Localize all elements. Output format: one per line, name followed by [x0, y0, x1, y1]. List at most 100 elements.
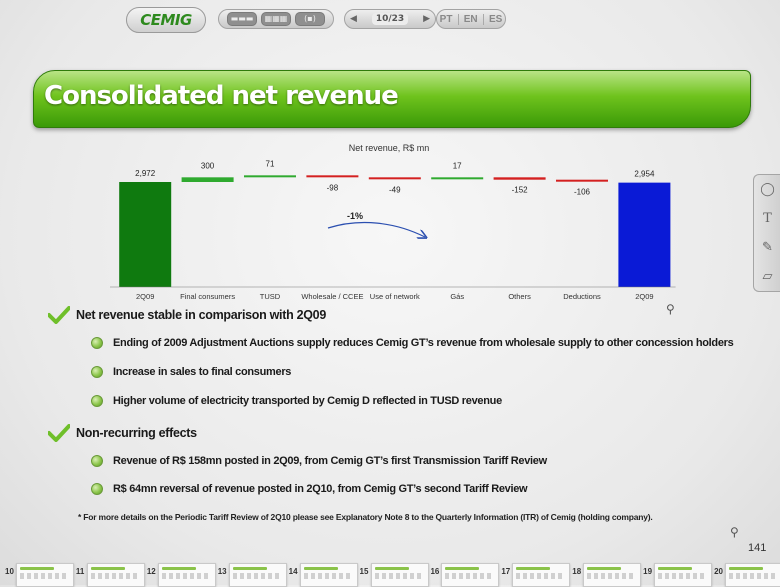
language-en[interactable]: EN — [457, 13, 478, 25]
bar-2q09-0 — [119, 182, 172, 287]
x-tick-label: Wholesale / CCEE — [301, 292, 363, 301]
bullet-sub: Increase in sales to final consumers — [91, 366, 291, 378]
thumbnail-number: 18 — [572, 567, 582, 576]
x-tick-label: 2Q09 — [635, 292, 653, 301]
view-grid-button[interactable]: ▦▦▦ — [261, 12, 291, 26]
thumbnail-slide[interactable]: 16 — [425, 560, 500, 587]
zoom-page-icon[interactable]: ⚲ — [730, 525, 739, 539]
thumbnail-number: 11 — [75, 567, 85, 576]
thumbnail-slide[interactable]: 10 — [0, 560, 74, 587]
language-selector: PT EN ES — [436, 9, 506, 29]
checkmark-icon — [48, 306, 70, 324]
thumbnail-number: 13 — [217, 567, 227, 576]
page-title: Consolidated net revenue — [44, 81, 399, 111]
thumbnail-number: 20 — [714, 567, 723, 576]
language-es[interactable]: ES — [482, 13, 502, 25]
bullet-dot-icon — [91, 395, 103, 407]
cemig-logo-button[interactable]: CEMIG — [126, 7, 206, 33]
thumbnail-preview — [370, 563, 429, 587]
bar-others-6 — [493, 177, 546, 180]
bullet-sub-text: Revenue of R$ 158mn posted in 2Q09, from… — [113, 455, 547, 467]
thumbnail-number: 14 — [288, 567, 298, 576]
thumbnail-slide[interactable]: 20 — [709, 560, 780, 587]
thumbnail-slide[interactable]: 18 — [567, 560, 642, 587]
thumbnail-slide[interactable]: 13 — [213, 560, 287, 587]
bar-value-label: -98 — [327, 183, 339, 192]
thumbnail-preview — [512, 563, 571, 587]
thumbnail-slide[interactable]: 15 — [355, 560, 429, 587]
eraser-icon[interactable]: ▱ — [762, 269, 773, 284]
thumbnail-preview — [157, 563, 216, 587]
page-indicator[interactable]: 10/23 — [371, 13, 409, 25]
bar-g-s-5 — [431, 177, 484, 180]
thumbnail-number: 16 — [430, 567, 440, 576]
bullet-sub: Higher volume of electricity transported… — [91, 395, 502, 407]
thumbnail-preview — [725, 563, 780, 587]
x-tick-label: TUSD — [260, 292, 281, 301]
zoom-chart-icon[interactable]: ⚲ — [666, 302, 675, 316]
bar-value-label: 2,972 — [135, 169, 156, 178]
thumbnail-number: 15 — [359, 567, 369, 576]
thumbnail-slide[interactable]: 14 — [284, 560, 358, 587]
thumbnail-slide[interactable]: 11 — [71, 560, 145, 587]
x-tick-label: Deductions — [563, 292, 601, 301]
net-revenue-chart: Net revenue, R$ mn 2,972 2Q09 300 Final con… — [110, 143, 676, 301]
chart-title: Net revenue, R$ mn — [349, 143, 430, 153]
text-icon[interactable]: T — [763, 211, 772, 226]
logo-text: CEMIG — [140, 11, 192, 29]
bar-value-label: 300 — [201, 161, 215, 170]
x-tick-label: Final consumers — [180, 292, 235, 301]
bullet-dot-icon — [91, 455, 103, 467]
bullet-sub-text: Ending of 2009 Adjustment Auctions suppl… — [113, 337, 734, 349]
bullet-sub-text: Higher volume of electricity transported… — [113, 395, 502, 407]
thumbnail-number: 12 — [146, 567, 156, 576]
bullet-sub: Ending of 2009 Adjustment Auctions suppl… — [91, 337, 734, 349]
page-number: 141 — [748, 542, 767, 554]
bullet-dot-icon — [91, 366, 103, 378]
bar-value-label: 71 — [266, 159, 275, 168]
thumbnail-number: 17 — [501, 567, 511, 576]
bar-2q09-8 — [618, 182, 671, 287]
view-single-button[interactable]: (▪) — [295, 12, 325, 26]
language-pt[interactable]: PT — [439, 13, 453, 25]
x-tick-label: Use of network — [370, 292, 420, 301]
thumbnail-slide[interactable]: 19 — [638, 560, 713, 587]
bar-value-label: 17 — [453, 161, 462, 170]
thumbnail-preview — [16, 563, 74, 587]
bar-final-consumers-1 — [181, 177, 234, 182]
annotation-tools: ◯ T ✎ ▱ — [753, 174, 780, 292]
view-list-button[interactable]: ▬▬▬ — [227, 12, 257, 26]
thumbnail-slide[interactable]: 12 — [142, 560, 216, 587]
bullet-sub: Revenue of R$ 158mn posted in 2Q09, from… — [91, 455, 547, 467]
bar-value-label: -49 — [389, 185, 401, 194]
bullet-sub-text: R$ 64mn reversal of revenue posted in 2Q… — [113, 483, 528, 495]
footnote: * For more details on the Periodic Tarif… — [78, 512, 653, 522]
page-navigation: ◀ 10/23 ▶ — [344, 9, 436, 29]
bullet-main-text: Non-recurring effects — [76, 426, 197, 440]
bar-value-label: 2,954 — [634, 170, 655, 179]
thumbnail-number: 19 — [643, 567, 653, 576]
thumbnail-preview — [441, 563, 500, 587]
thumbnail-preview — [299, 563, 358, 587]
thumbnail-preview — [583, 563, 642, 587]
checkmark-icon — [48, 424, 70, 442]
thumbnail-slide[interactable]: 17 — [496, 560, 571, 587]
lasso-icon[interactable]: ◯ — [760, 182, 775, 197]
bullet-dot-icon — [91, 337, 103, 349]
thumbnail-strip: 10 11 12 13 14 15 16 17 18 19 20 — [0, 560, 780, 587]
thumbnail-number: 10 — [5, 567, 14, 576]
view-mode-group: ▬▬▬ ▦▦▦ (▪) — [218, 9, 334, 29]
thumbnail-preview — [228, 563, 287, 587]
x-tick-label: Others — [508, 292, 531, 301]
change-arrow — [327, 221, 425, 237]
pen-icon[interactable]: ✎ — [762, 240, 773, 255]
bar-wholesale-ccee-3 — [306, 175, 359, 178]
next-page-icon[interactable]: ▶ — [423, 14, 430, 24]
bullet-sub-text: Increase in sales to final consumers — [113, 366, 292, 378]
bar-value-label: -106 — [574, 188, 591, 197]
x-tick-label: Gás — [450, 292, 464, 301]
bullet-dot-icon — [91, 483, 103, 495]
previous-page-icon[interactable]: ◀ — [350, 14, 357, 24]
bar-tusd-2 — [244, 175, 296, 178]
bullet-main-1: Net revenue stable in comparison with 2Q… — [48, 306, 326, 324]
